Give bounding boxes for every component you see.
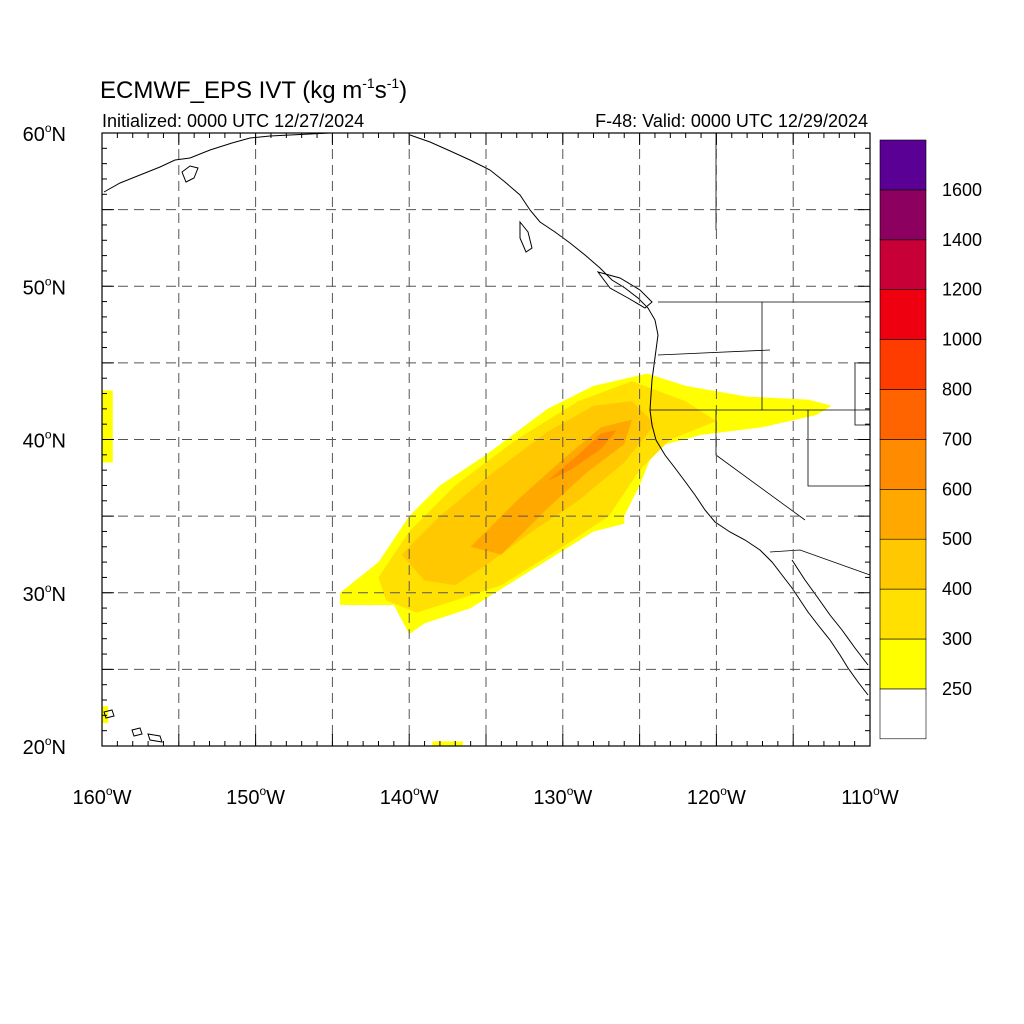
valid-time: F-48: Valid: 0000 UTC 12/29/2024 [595,111,868,131]
title-end: ) [399,77,407,104]
title-sup1: -1 [362,75,375,91]
baja-gulf-coast [791,559,869,666]
us-mexico-border [769,549,871,576]
colorbar-swatch [879,239,927,291]
colorbar-label: 300 [942,629,972,649]
colorbar-label: 800 [942,380,972,400]
colorbar-swatch [879,189,927,241]
colorbar-swatch [879,339,927,390]
colorbar-label: 1600 [942,180,982,200]
coastlines [103,132,869,743]
ivt-contour-region [432,741,463,746]
colorbar-swatch [879,389,927,440]
colorbar-swatch [879,588,927,640]
colorbar-label: 1200 [942,280,982,300]
latitude-label: 60oN [23,121,66,146]
ivt-contour-region [547,430,617,481]
colorbar-swatch [879,289,927,340]
longitude-label: 130oW [533,784,592,809]
colorbar-label: 1400 [942,230,982,250]
colorbar: 250 300 400 500 600 700 800 1000 1200 1400 1600 [879,139,982,740]
latitude-label: 30oN [23,581,66,606]
hawaii-islands [103,709,163,743]
nv-az-border [807,410,870,487]
colorbar-label: 700 [942,429,972,449]
west-coast [409,134,869,696]
title-mid: s [375,77,387,104]
alaska-coast [103,132,331,193]
map-border [101,132,871,747]
longitude-label: 160oW [73,784,132,809]
colorbar-label: 400 [942,579,972,599]
colorbar-label: 250 [942,679,972,699]
vancouver-island [596,271,653,309]
ivt-contour-region [102,390,113,463]
haida-gwaii [519,220,533,253]
latitude-label: 40oN [23,428,66,453]
colorbar-swatch [879,538,927,590]
figure-title: ECMWF_EPS IVT (kg m-1s-1) [100,75,407,104]
wa-or-border [657,349,771,356]
colorbar-swatch [879,638,927,690]
graticule [102,133,870,746]
colorbar-swatch [879,439,927,490]
latitude-label: 20oN [23,734,66,759]
colorbar-label: 500 [942,529,972,549]
init-time: Initialized: 0000 UTC 12/27/2024 [102,111,364,131]
title-sup2: -1 [387,75,400,91]
colorbar-label: 600 [942,479,972,499]
latitude-label: 50oN [23,274,66,299]
longitude-labels: 160oW 150oW 140oW 130oW 120oW 110oW [73,784,899,809]
title-main: ECMWF_EPS IVT (kg m [100,77,362,104]
colorbar-label: 1000 [942,330,982,350]
colorbar-swatch [879,688,927,740]
map-panel [101,132,871,747]
longitude-label: 150oW [226,784,285,809]
latitude-labels: 60oN 50oN 40oN 30oN 20oN [23,121,66,759]
colorbar-swatch [879,139,927,191]
longitude-label: 140oW [380,784,439,809]
longitude-label: 120oW [687,784,746,809]
longitude-label: 110oW [841,784,899,809]
kodiak-island [181,165,199,183]
colorbar-swatch [879,488,927,540]
